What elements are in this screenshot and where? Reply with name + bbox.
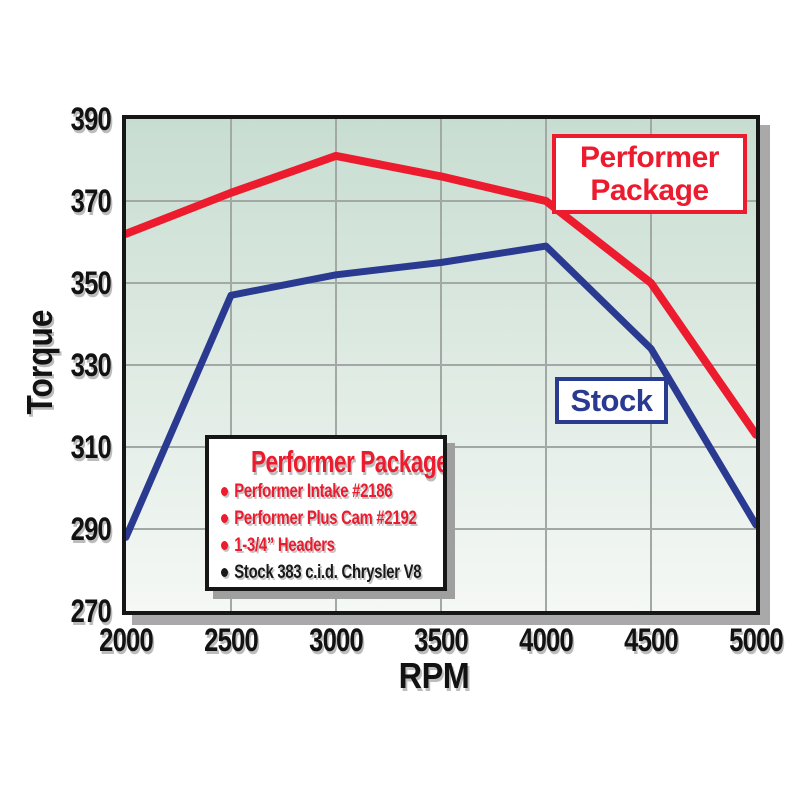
legend-item: Performer Plus Cam #2192: [221, 505, 417, 532]
x-tick-label: 4000: [519, 622, 574, 658]
legend-item-text: 1-3/4” Headers: [234, 534, 335, 556]
legend-box: Performer Package Performer Intake #2186…: [205, 435, 447, 591]
legend-bullet-icon: [221, 487, 229, 496]
legend-items: Performer Intake #2186 Performer Plus Cam…: [221, 478, 435, 586]
x-tick-label: 2500: [204, 622, 259, 658]
legend-item: Performer Intake #2186: [221, 478, 392, 505]
series-line-stock: [126, 242, 756, 541]
legend-item: 1-3/4” Headers: [221, 532, 388, 559]
y-tick-label: 390: [70, 101, 112, 137]
x-tick-label: 3000: [309, 622, 364, 658]
y-tick-label: 290: [70, 511, 112, 547]
legend-item: Stock 383 c.i.d. Chrysler V8: [221, 559, 422, 586]
series-line-performer-package: [126, 151, 756, 439]
stock-callout-label: Stock: [570, 383, 653, 418]
legend-bullet-icon: [221, 568, 229, 577]
legend-title: Performer Package: [250, 444, 447, 479]
x-tick-label: 5000: [729, 622, 784, 658]
legend-item-text: Performer Plus Cam #2192: [234, 507, 417, 529]
performer-package-callout-line2: Package: [590, 174, 709, 207]
legend-bullet-icon: [221, 514, 229, 523]
y-tick-label: 370: [70, 183, 112, 219]
legend-item-text: Stock 383 c.i.d. Chrysler V8: [234, 561, 422, 583]
performer-package-callout: Performer Package: [552, 134, 747, 214]
x-tick-label: 4500: [624, 622, 679, 658]
y-tick-label: 330: [70, 347, 112, 383]
performer-package-callout-line1: Performer: [580, 141, 719, 174]
x-axis-title: RPM: [398, 655, 470, 696]
x-tick-label: 2000: [99, 622, 154, 658]
stock-callout: Stock: [555, 377, 668, 424]
y-tick-label: 270: [70, 593, 112, 629]
legend-item-text: Performer Intake #2186: [234, 480, 393, 502]
y-tick-label: 310: [70, 429, 112, 465]
y-tick-label: 350: [70, 265, 112, 301]
x-tick-label: 3500: [414, 622, 469, 658]
legend-bullet-icon: [221, 541, 229, 550]
